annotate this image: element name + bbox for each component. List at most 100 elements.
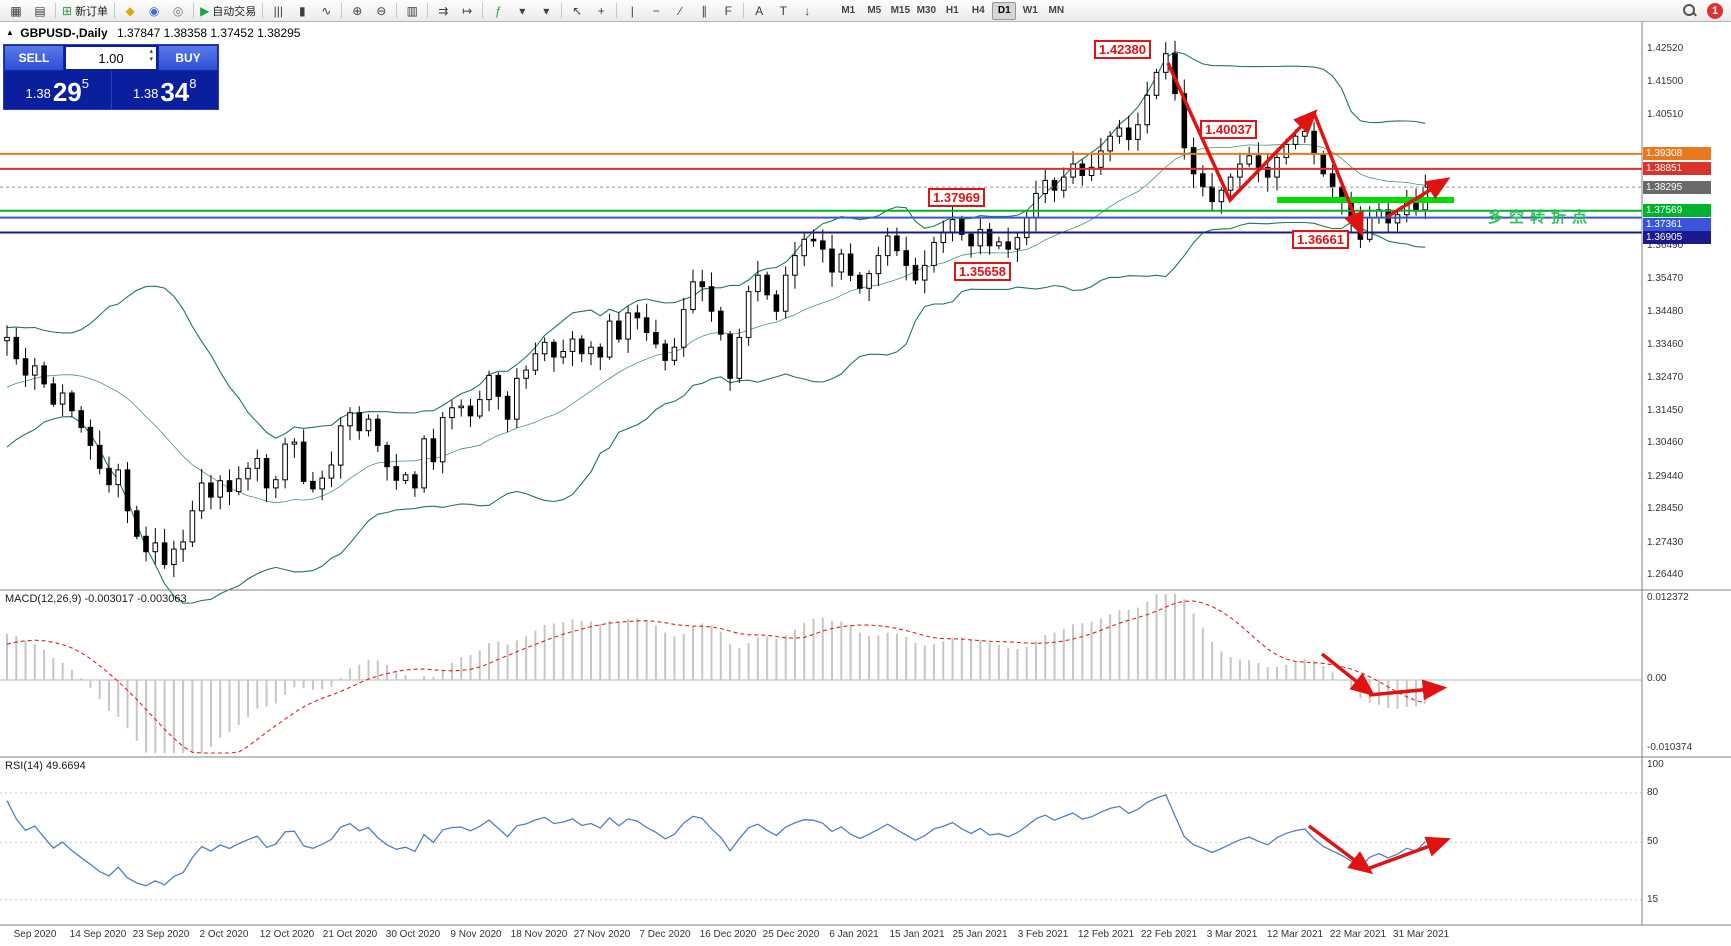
cursor-icon[interactable]: ↖ bbox=[565, 2, 589, 20]
vline-icon[interactable]: | bbox=[620, 2, 644, 20]
lot-size-input[interactable]: 1.00 ▴ ▾ bbox=[66, 47, 156, 69]
autotrade-button[interactable]: ▶ 自动交易 bbox=[197, 2, 259, 20]
notification-badge[interactable]: 1 bbox=[1707, 3, 1723, 19]
trend-arrows[interactable] bbox=[1166, 62, 1451, 237]
price-badge[interactable]: 1.37569 bbox=[1643, 204, 1711, 217]
price-scale-tick[interactable]: 1.27430 bbox=[1647, 537, 1684, 548]
bars-chart-icon[interactable]: ||| bbox=[266, 2, 290, 20]
trendline-icon[interactable]: ∕ bbox=[668, 2, 692, 20]
date-axis-label[interactable]: 30 Oct 2020 bbox=[385, 929, 441, 940]
profile-icon[interactable]: ▤ bbox=[28, 2, 52, 20]
price-scale-tick[interactable]: 1.28450 bbox=[1647, 503, 1684, 514]
date-axis-label[interactable]: 31 Mar 2021 bbox=[1392, 929, 1450, 940]
chart-window-icon[interactable]: ▦ bbox=[4, 2, 28, 20]
timeframe-button-h1[interactable]: H1 bbox=[945, 5, 959, 16]
price-badge[interactable]: 1.39308 bbox=[1643, 147, 1711, 160]
date-axis-label[interactable]: 3 Mar 2021 bbox=[1206, 929, 1258, 940]
date-axis-label[interactable]: 22 Feb 2021 bbox=[1140, 929, 1198, 940]
price-scale-tick[interactable]: 1.34480 bbox=[1647, 306, 1684, 317]
price-badge[interactable]: 1.36905 bbox=[1643, 231, 1711, 244]
price-note-2[interactable]: 1.40037 bbox=[1200, 120, 1257, 139]
chart-shift-icon[interactable]: ↦ bbox=[455, 2, 479, 20]
collapse-icon[interactable]: ▲ bbox=[6, 28, 14, 37]
timeframe-button-mn[interactable]: MN bbox=[1048, 5, 1065, 16]
fibonacci-icon[interactable]: F bbox=[716, 2, 740, 20]
price-badge[interactable]: 1.37361 bbox=[1643, 218, 1711, 231]
date-axis-label[interactable]: 12 Mar 2021 bbox=[1266, 929, 1324, 940]
text-icon[interactable]: A bbox=[747, 2, 771, 20]
rsi-arrows[interactable] bbox=[1307, 824, 1451, 875]
timeframe-button-m15[interactable]: M15 bbox=[890, 5, 911, 16]
turning-point-note[interactable]: 多空转折点 bbox=[1488, 209, 1594, 226]
auto-scroll-icon[interactable]: ⇉ bbox=[431, 2, 455, 20]
date-axis-label[interactable]: 12 Oct 2020 bbox=[259, 929, 315, 940]
date-axis-label[interactable]: 27 Nov 2020 bbox=[573, 929, 631, 940]
price-scale-tick[interactable]: 1.26440 bbox=[1647, 569, 1684, 580]
periods-dropdown-icon[interactable]: ▾ bbox=[510, 2, 534, 20]
sell-button[interactable]: SELL bbox=[4, 45, 64, 71]
rsi-scale-label[interactable]: 15 bbox=[1647, 894, 1659, 905]
date-axis-label[interactable]: 3 Feb 2021 bbox=[1017, 929, 1069, 940]
rsi-scale-label[interactable]: 50 bbox=[1647, 836, 1659, 847]
date-axis-label[interactable]: 7 Dec 2020 bbox=[639, 929, 691, 940]
date-axis-label[interactable]: 12 Feb 2021 bbox=[1077, 929, 1135, 940]
horizontal-level-lines[interactable] bbox=[0, 152, 1642, 234]
text-label-icon[interactable]: T bbox=[771, 2, 795, 20]
indicators-icon[interactable]: ƒ bbox=[486, 2, 510, 20]
price-scale-tick[interactable]: 1.33460 bbox=[1647, 339, 1684, 350]
price-scale-tick[interactable]: 1.31450 bbox=[1647, 405, 1684, 416]
spinner-down-icon[interactable]: ▾ bbox=[149, 56, 153, 63]
timeframe-button-h4[interactable]: H4 bbox=[971, 5, 985, 16]
date-axis-label[interactable]: 6 Jan 2021 bbox=[829, 929, 879, 940]
zoom-out-icon[interactable]: ⊖ bbox=[369, 2, 393, 20]
date-axis-label[interactable]: 16 Dec 2020 bbox=[699, 929, 757, 940]
lot-spinner[interactable]: ▴ ▾ bbox=[149, 48, 153, 64]
search-icon[interactable] bbox=[1683, 4, 1697, 18]
crosshair-icon[interactable]: + bbox=[589, 2, 613, 20]
candlestick-chart-icon[interactable]: ▮ bbox=[290, 2, 314, 20]
price-note-3[interactable]: 1.37969 bbox=[928, 188, 985, 207]
date-axis-label[interactable]: 9 Nov 2020 bbox=[450, 929, 502, 940]
price-scale-tick[interactable]: 1.42520 bbox=[1647, 43, 1684, 54]
price-scale-tick[interactable]: 1.35470 bbox=[1647, 273, 1684, 284]
price-scale-tick[interactable]: 1.29440 bbox=[1647, 471, 1684, 482]
timeframe-button-d1[interactable]: D1 bbox=[992, 1, 1017, 20]
rsi-scale-label[interactable]: 100 bbox=[1647, 759, 1664, 770]
date-axis-label[interactable]: 18 Nov 2020 bbox=[510, 929, 568, 940]
date-axis-label[interactable]: 21 Oct 2020 bbox=[322, 929, 378, 940]
templates-dropdown-icon[interactable]: ▾ bbox=[534, 2, 558, 20]
price-scale-tick[interactable]: 1.41500 bbox=[1647, 76, 1684, 87]
macd-arrows[interactable] bbox=[1320, 652, 1448, 701]
line-chart-icon[interactable]: ∿ bbox=[314, 2, 338, 20]
price-scale-tick[interactable]: 1.32470 bbox=[1647, 372, 1684, 383]
buy-price[interactable]: 1.38 34 8 bbox=[112, 71, 219, 109]
timeframe-button-w1[interactable]: W1 bbox=[1022, 5, 1038, 16]
hline-icon[interactable]: − bbox=[644, 2, 668, 20]
price-note-1[interactable]: 1.42380 bbox=[1094, 40, 1151, 59]
sell-price[interactable]: 1.38 29 5 bbox=[4, 71, 111, 109]
community-icon[interactable]: ◉ bbox=[142, 2, 166, 20]
price-scale-tick[interactable]: 1.36490 bbox=[1647, 240, 1684, 251]
zoom-in-icon[interactable]: ⊕ bbox=[345, 2, 369, 20]
buy-button[interactable]: BUY bbox=[158, 45, 218, 71]
price-note-4[interactable]: 1.36661 bbox=[1292, 230, 1349, 249]
date-axis-label[interactable]: 25 Dec 2020 bbox=[762, 929, 820, 940]
date-axis-label[interactable]: 23 Sep 2020 bbox=[132, 929, 190, 940]
price-note-5[interactable]: 1.35658 bbox=[954, 262, 1011, 281]
price-badge[interactable]: 1.38295 bbox=[1643, 181, 1711, 194]
date-axis-label[interactable]: 14 Sep 2020 bbox=[69, 929, 127, 940]
spinner-up-icon[interactable]: ▴ bbox=[149, 48, 153, 55]
price-badge[interactable]: 1.38851 bbox=[1643, 162, 1711, 175]
date-axis-label[interactable]: 22 Mar 2021 bbox=[1329, 929, 1387, 940]
rsi-scale-label[interactable]: 80 bbox=[1647, 787, 1659, 798]
date-axis-label[interactable]: 2 Oct 2020 bbox=[199, 929, 249, 940]
date-axis-label[interactable]: Sep 2020 bbox=[13, 929, 57, 940]
mql5-icon[interactable]: ◆ bbox=[118, 2, 142, 20]
timeframe-button-m30[interactable]: M30 bbox=[916, 5, 937, 16]
new-order-button[interactable]: ⊞ 新订单 bbox=[59, 2, 111, 20]
date-axis-label[interactable]: 15 Jan 2021 bbox=[889, 929, 945, 940]
date-axis-label[interactable]: 25 Jan 2021 bbox=[952, 929, 1008, 940]
channel-icon[interactable]: ∥ bbox=[692, 2, 716, 20]
timeframe-button-m1[interactable]: M1 bbox=[841, 5, 856, 16]
